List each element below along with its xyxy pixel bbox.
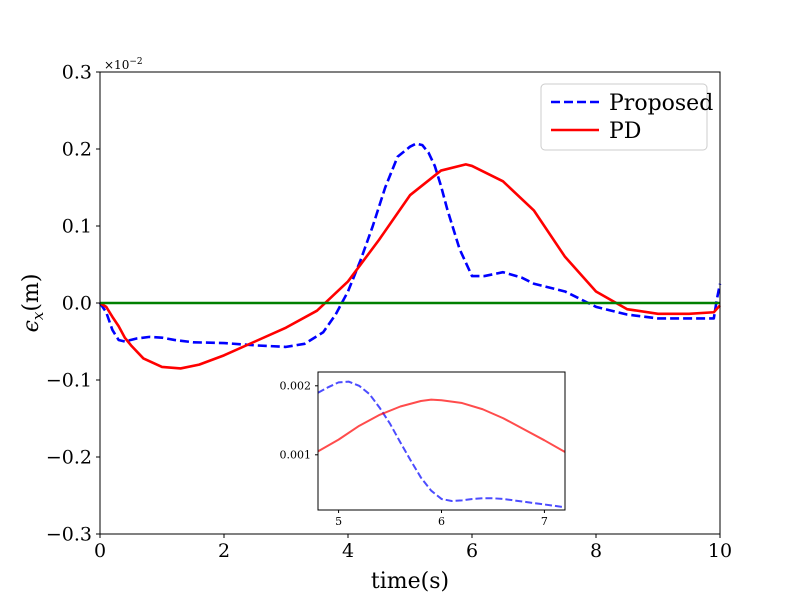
main-y-tick-label: 0.3: [62, 62, 92, 84]
y-offset-text: ×10−2: [104, 57, 143, 72]
inset-y-ticks: 0.001 0.002: [280, 380, 318, 462]
inset-series-group: [317, 380, 566, 509]
y-axis-label-symbol: ϵ: [19, 320, 44, 332]
y-axis-label-suffix: (m): [19, 274, 44, 312]
main-x-tick-label: 8: [590, 540, 602, 562]
y-offset-exponent: −2: [129, 57, 142, 67]
main-x-tick-label: 6: [466, 540, 478, 562]
legend-box: [540, 83, 708, 151]
x-axis-label: time(s): [371, 569, 449, 594]
main-y-tick-label: 0.2: [62, 139, 92, 161]
inset-series-proposed: [317, 380, 566, 509]
inset-plot-area: [318, 372, 565, 510]
inset-x-tick-label: 6: [438, 515, 445, 528]
y-offset-base: ×10: [104, 58, 129, 72]
main-y-ticks: −0.3 −0.2 −0.1 0.0 0.1 0.2 0.3: [46, 62, 100, 546]
legend-label-pd: PD: [609, 119, 641, 144]
main-y-tick-label: −0.2: [46, 447, 92, 469]
inset-y-tick-label: 0.002: [280, 380, 312, 393]
main-y-tick-label: −0.1: [46, 370, 92, 392]
inset-plot: 5 6 7 0.001 0.002: [280, 371, 566, 528]
legend: Proposed PD: [540, 83, 713, 151]
legend-label-proposed: Proposed: [609, 91, 713, 116]
inset-x-tick-label: 5: [335, 515, 342, 528]
main-x-tick-label: 4: [342, 540, 354, 562]
main-series-pd: [99, 163, 721, 370]
y-axis-label: ϵx(m): [19, 274, 47, 333]
inset-series-pd: [317, 398, 566, 453]
main-x-tick-label: 2: [218, 540, 230, 562]
main-y-tick-label: −0.3: [46, 524, 92, 546]
main-plot-frame: [99, 71, 721, 535]
y-axis-label-subscript: x: [29, 311, 47, 320]
main-x-tick-label: 10: [708, 540, 732, 562]
inset-x-tick-label: 7: [541, 515, 548, 528]
main-y-tick-label: 0.1: [62, 216, 92, 238]
main-y-tick-label: 0.0: [62, 293, 92, 315]
main-x-ticks: 0 2 4 6 8 10: [94, 534, 732, 562]
main-x-tick-label: 0: [94, 540, 106, 562]
inset-y-tick-label: 0.001: [280, 449, 312, 462]
main-series-group: [98, 142, 722, 370]
inset-plot-frame: [317, 371, 566, 511]
main-series-proposed: [98, 142, 722, 349]
